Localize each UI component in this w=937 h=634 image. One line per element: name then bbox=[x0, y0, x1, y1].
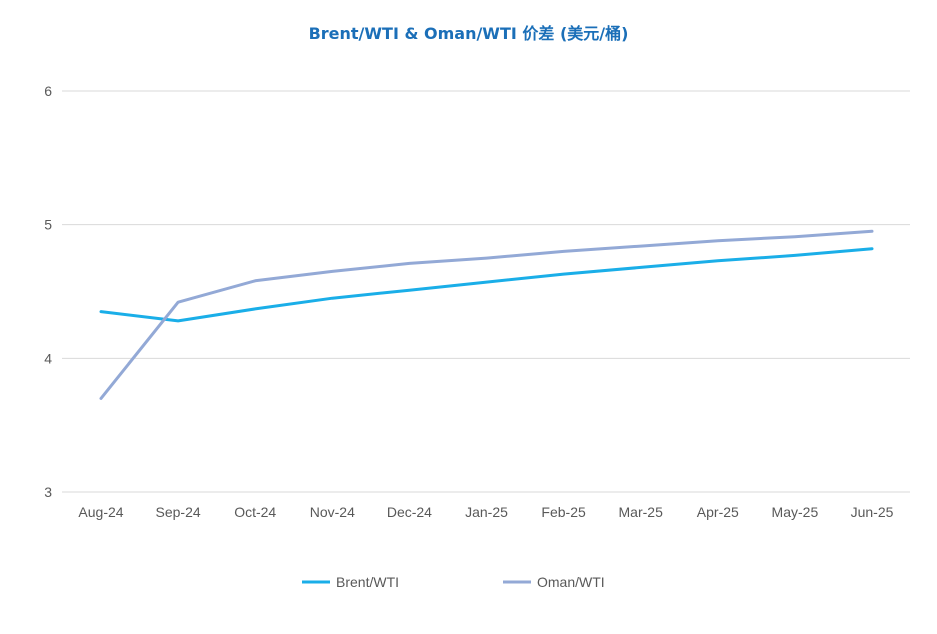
x-axis-ticks: Aug-24 Sep-24 Oct-24 Nov-24 Dec-24 Jan-25 Feb-… bbox=[78, 504, 893, 520]
x-tick-label: Jun-25 bbox=[851, 504, 894, 520]
legend-label: Oman/WTI bbox=[537, 574, 605, 590]
legend[interactable]: Brent/WTI Oman/WTI bbox=[302, 574, 605, 590]
x-tick-label: Oct-24 bbox=[234, 504, 276, 520]
legend-item-0[interactable]: Brent/WTI bbox=[302, 574, 399, 590]
y-tick-label: 3 bbox=[44, 484, 52, 500]
x-tick-label: Apr-25 bbox=[697, 504, 739, 520]
x-tick-label: Aug-24 bbox=[78, 504, 123, 520]
legend-label: Brent/WTI bbox=[336, 574, 399, 590]
x-tick-label: May-25 bbox=[772, 504, 819, 520]
y-tick-label: 6 bbox=[44, 83, 52, 99]
y-axis-ticks: 3 4 5 6 bbox=[44, 83, 52, 500]
x-tick-label: Mar-25 bbox=[619, 504, 664, 520]
x-tick-label: Dec-24 bbox=[387, 504, 432, 520]
chart-title: Brent/WTI & Oman/WTI 价差 (美元/桶) bbox=[308, 24, 629, 43]
legend-item-1[interactable]: Oman/WTI bbox=[503, 574, 605, 590]
gridlines bbox=[62, 90, 910, 493]
x-tick-label: Nov-24 bbox=[310, 504, 355, 520]
series-lines bbox=[99, 229, 874, 400]
x-tick-label: Sep-24 bbox=[156, 504, 201, 520]
series-line-1 bbox=[99, 229, 874, 400]
x-tick-label: Jan-25 bbox=[465, 504, 508, 520]
x-tick-label: Feb-25 bbox=[541, 504, 586, 520]
series-line-0 bbox=[99, 247, 874, 323]
y-tick-label: 5 bbox=[44, 217, 52, 233]
y-tick-label: 4 bbox=[44, 350, 52, 366]
